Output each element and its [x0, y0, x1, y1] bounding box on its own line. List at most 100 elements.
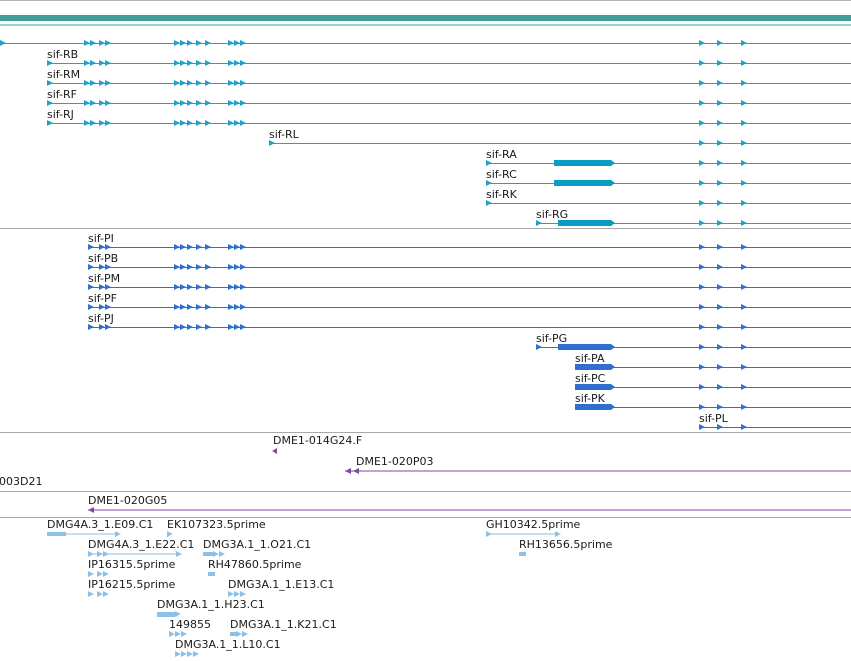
- start-arrow-icon: [47, 100, 53, 106]
- forward-arrow-icon: [741, 344, 747, 350]
- est-feature[interactable]: DMG3A.1_1.L10.C1: [175, 638, 281, 657]
- forward-arrow-icon: [234, 40, 240, 46]
- est-block: [230, 632, 236, 636]
- forward-arrow-icon: [175, 651, 181, 657]
- forward-arrow-icon: [187, 324, 193, 330]
- transcript-feature[interactable]: sif-RF: [47, 88, 851, 106]
- forward-arrow-icon: [699, 140, 705, 146]
- forward-arrow-icon: [205, 80, 211, 86]
- forward-arrow-icon: [174, 80, 180, 86]
- start-arrow-icon: [0, 40, 6, 46]
- forward-arrow-icon: [99, 244, 105, 250]
- protein-feature[interactable]: sif-PK: [575, 392, 851, 410]
- forward-arrow-icon: [180, 244, 186, 250]
- forward-arrow-icon: [228, 60, 234, 66]
- protein-feature[interactable]: sif-PC: [575, 372, 851, 390]
- forward-arrow-icon: [196, 304, 202, 310]
- forward-arrow-icon: [105, 80, 111, 86]
- protein-feature[interactable]: sif-PJ: [88, 312, 851, 330]
- forward-arrow-icon: [181, 651, 187, 657]
- est-feature[interactable]: DMG3A.1_1.O21.C1: [203, 538, 311, 557]
- feature-label: sif-RK: [486, 188, 518, 201]
- protein-feature[interactable]: sif-PF: [88, 292, 851, 310]
- protein-feature[interactable]: sif-PI: [88, 232, 851, 250]
- forward-arrow-icon: [99, 80, 105, 86]
- est-feature[interactable]: RH13656.5prime: [519, 538, 613, 556]
- forward-arrow-icon: [717, 244, 723, 250]
- forward-arrow-icon: [717, 404, 723, 410]
- protein-feature[interactable]: sif-PM: [88, 272, 851, 290]
- transcript-feature[interactable]: sif-RB: [47, 48, 851, 66]
- forward-arrow-icon: [699, 284, 705, 290]
- transcript-feature[interactable]: sif-RC: [486, 168, 851, 186]
- est-feature[interactable]: DMG3A.1_1.H23.C1: [157, 598, 265, 617]
- est-feature[interactable]: EK107323.5prime: [167, 518, 266, 537]
- est-feature[interactable]: DMG4A.3_1.E22.C1: [88, 538, 194, 557]
- est-feature[interactable]: GH10342.5prime: [486, 518, 581, 537]
- forward-arrow-icon: [741, 244, 747, 250]
- est-label: IP16215.5prime: [88, 578, 176, 591]
- forward-arrow-icon: [699, 404, 705, 410]
- forward-arrow-icon: [99, 324, 105, 330]
- forward-arrow-icon: [180, 80, 186, 86]
- cds-block: [575, 384, 615, 390]
- est-feature[interactable]: DMG3A.1_1.K21.C1: [230, 618, 337, 637]
- reverse-arrow-icon: [353, 468, 359, 474]
- clone-feature[interactable]: DME1-014G24.F: [272, 434, 362, 454]
- reverse-arrow-icon: [88, 507, 94, 513]
- cds-block: [554, 160, 615, 166]
- feature-label: sif-RM: [47, 68, 80, 81]
- transcript-feature[interactable]: sif-RL: [269, 128, 851, 146]
- clone-label: DME1-020G05: [88, 494, 167, 507]
- clone-feature[interactable]: 003D21: [0, 475, 42, 488]
- protein-feature[interactable]: sif-PA: [575, 352, 851, 370]
- start-arrow-icon: [486, 180, 492, 186]
- forward-arrow-icon: [174, 244, 180, 250]
- forward-arrow-icon: [699, 60, 705, 66]
- forward-arrow-icon: [699, 40, 705, 46]
- clone-feature[interactable]: DME1-020P03: [345, 455, 851, 474]
- forward-arrow-icon: [196, 80, 202, 86]
- transcript-feature[interactable]: sif-RM: [47, 68, 851, 86]
- forward-arrow-icon: [555, 531, 561, 537]
- clone-feature[interactable]: DME1-020G05: [88, 494, 851, 513]
- protein-feature[interactable]: sif-PB: [88, 252, 851, 270]
- transcript-feature[interactable]: sif-RG: [536, 208, 851, 226]
- start-arrow-icon: [47, 120, 53, 126]
- transcript-feature[interactable]: sif-RJ: [47, 108, 851, 126]
- est-label: DMG3A.1_1.E13.C1: [228, 578, 334, 591]
- forward-arrow-icon: [240, 100, 246, 106]
- forward-arrow-icon: [234, 244, 240, 250]
- forward-arrow-icon: [234, 324, 240, 330]
- forward-arrow-icon: [103, 571, 109, 577]
- forward-arrow-icon: [228, 244, 234, 250]
- forward-arrow-icon: [196, 244, 202, 250]
- protein-feature[interactable]: sif-PL: [699, 412, 851, 430]
- transcript-feature[interactable]: sif-RK: [486, 188, 851, 206]
- forward-arrow-icon: [741, 120, 747, 126]
- forward-arrow-icon: [717, 140, 723, 146]
- est-feature[interactable]: 149855: [169, 618, 211, 637]
- forward-arrow-icon: [741, 80, 747, 86]
- forward-arrow-icon: [105, 304, 111, 310]
- forward-arrow-icon: [486, 531, 492, 537]
- transcript-feature[interactable]: sif-RA: [486, 148, 851, 166]
- est-feature[interactable]: DMG3A.1_1.E13.C1: [228, 578, 334, 597]
- transcript-feature[interactable]: [0, 40, 851, 46]
- forward-arrow-icon: [196, 100, 202, 106]
- forward-arrow-icon: [741, 384, 747, 390]
- est-feature[interactable]: RH47860.5prime: [208, 558, 302, 576]
- forward-arrow-icon: [741, 424, 747, 430]
- est-feature[interactable]: IP16215.5prime: [88, 578, 176, 597]
- forward-arrow-icon: [196, 120, 202, 126]
- start-arrow-icon: [699, 424, 705, 430]
- forward-arrow-icon: [240, 591, 246, 597]
- est-feature[interactable]: IP16315.5prime: [88, 558, 176, 577]
- protein-feature[interactable]: sif-PG: [536, 332, 851, 350]
- forward-arrow-icon: [717, 344, 723, 350]
- est-feature[interactable]: DMG4A.3_1.E09.C1: [47, 518, 153, 537]
- forward-arrow-icon: [205, 60, 211, 66]
- forward-arrow-icon: [187, 40, 193, 46]
- forward-arrow-icon: [699, 384, 705, 390]
- feature-label: sif-PB: [88, 252, 118, 265]
